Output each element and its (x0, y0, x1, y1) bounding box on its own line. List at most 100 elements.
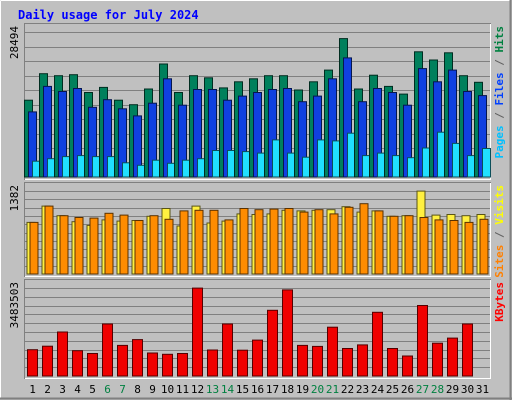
x-tick-label-14: 14 (221, 383, 235, 396)
bar-kbytes-day-24 (372, 311, 383, 377)
x-tick-label-21: 21 (326, 383, 339, 396)
x-tick-label-10: 10 (161, 383, 174, 396)
bar-sites-day-12 (194, 209, 204, 275)
x-tick-label-29: 29 (446, 383, 459, 396)
x-tick-label-9: 9 (149, 383, 156, 396)
x-tick-label-2: 2 (44, 383, 51, 396)
x-tick-label-11: 11 (176, 383, 189, 396)
bar-sites-day-6 (104, 212, 114, 275)
bar-kbytes-day-26 (402, 355, 413, 377)
legend-kbytes: KBytes (493, 282, 506, 322)
x-tick-label-1: 1 (29, 383, 36, 396)
legend-hits-files-pages: Pages / Files / Hits (493, 26, 506, 159)
bar-sites-day-10 (164, 218, 174, 275)
bar-kbytes-day-19 (297, 344, 308, 377)
bar-sites-day-30 (464, 221, 474, 275)
bar-kbytes-day-1 (27, 349, 38, 377)
bar-kbytes-day-2 (42, 345, 53, 377)
x-tick-label-30: 30 (461, 383, 474, 396)
x-tick-label-20: 20 (311, 383, 324, 396)
bar-kbytes-day-29 (447, 337, 458, 377)
x-tick-label-24: 24 (371, 383, 385, 396)
bar-kbytes-day-10 (162, 353, 173, 377)
bar-sites-day-21 (329, 213, 339, 275)
x-tick-label-22: 22 (341, 383, 354, 396)
bar-sites-day-15 (239, 208, 249, 275)
bar-sites-day-1 (29, 221, 39, 275)
x-tick-label-26: 26 (401, 383, 414, 396)
bar-kbytes-day-30 (462, 323, 473, 377)
bar-sites-day-26 (404, 215, 414, 275)
legend-separator: / (493, 53, 506, 73)
bar-kbytes-day-4 (72, 350, 83, 377)
bar-kbytes-day-23 (357, 344, 368, 377)
legend-entry-files: Files (493, 72, 506, 105)
panel-hits-files-pages: 28494 Pages / Files / Hits (8, 23, 506, 180)
bar-sites-day-25 (389, 215, 399, 275)
bar-sites-day-7 (119, 214, 129, 275)
bar-sites-day-24 (374, 210, 384, 275)
x-tick-label-18: 18 (281, 383, 294, 396)
bar-sites-day-16 (254, 209, 264, 275)
x-tick-label-12: 12 (191, 383, 204, 396)
bar-kbytes-day-12 (192, 287, 203, 377)
bar-sites-day-27 (419, 217, 429, 275)
legend-entry-sites: Sites (493, 245, 506, 278)
legend-entry-pages: Pages (493, 125, 506, 158)
x-tick-label-4: 4 (74, 383, 81, 396)
bar-kbytes-day-20 (312, 345, 323, 377)
chart-panels: 28494 Pages / Files / Hits 1382 Sites / Vis… (8, 23, 506, 379)
bar-sites-day-3 (59, 215, 69, 275)
bar-kbytes-day-18 (282, 289, 293, 377)
bar-sites-day-4 (74, 217, 84, 275)
legend-visits-sites: Sites / Visits (493, 185, 506, 278)
bar-sites-day-29 (449, 220, 459, 275)
bar-kbytes-day-8 (132, 339, 143, 377)
legend-separator: / (493, 225, 506, 245)
bar-kbytes-day-22 (342, 348, 353, 377)
bar-sites-day-22 (344, 206, 354, 275)
x-tick-label-31: 31 (476, 383, 489, 396)
bar-kbytes-day-28 (432, 342, 443, 377)
legend-separator: / (493, 106, 506, 126)
x-axis-labels: 1 2 3 4 5 6 7 8 9 10 11 12 13 14 15 16 17 18 19 20 21 22 23 24 2… (29, 383, 489, 396)
bar-kbytes-day-6 (102, 323, 113, 377)
bar-kbytes-day-7 (117, 344, 128, 377)
bar-kbytes-day-11 (177, 353, 188, 377)
bar-sites-day-23 (359, 203, 369, 275)
bar-kbytes-day-13 (207, 349, 218, 377)
x-tick-label-7: 7 (119, 383, 126, 396)
x-tick-label-25: 25 (386, 383, 399, 396)
legend-entry-visits: Visits (493, 185, 506, 225)
bar-kbytes-day-3 (57, 331, 68, 377)
x-tick-label-23: 23 (356, 383, 369, 396)
bar-sites-day-31 (479, 218, 489, 275)
x-tick-label-27: 27 (416, 383, 429, 396)
bar-kbytes-day-9 (147, 352, 158, 377)
bar-sites-day-19 (299, 211, 309, 275)
bar-sites-day-13 (209, 209, 219, 275)
bar-sites-day-14 (224, 219, 234, 275)
x-tick-label-8: 8 (134, 383, 141, 396)
x-tick-label-16: 16 (251, 383, 264, 396)
bar-files-day-10 (163, 78, 172, 178)
y-max-label: 3483503 (8, 282, 21, 328)
x-tick-label-5: 5 (89, 383, 96, 396)
panel-visits-sites: 1382 Sites / Visits (8, 182, 506, 278)
bar-kbytes-day-5 (87, 353, 98, 377)
x-tick-label-17: 17 (266, 383, 279, 396)
chart-title: Daily usage for July 2024 (18, 8, 199, 22)
x-tick-label-6: 6 (104, 383, 111, 396)
bar-kbytes-day-17 (267, 309, 278, 377)
bar-sites-day-17 (269, 208, 279, 275)
x-tick-label-13: 13 (206, 383, 219, 396)
bar-sites-day-11 (179, 210, 189, 275)
x-tick-label-15: 15 (236, 383, 249, 396)
x-tick-label-3: 3 (59, 383, 66, 396)
bar-kbytes-day-14 (222, 323, 233, 377)
bar-pages-day-31 (482, 148, 491, 178)
bar-kbytes-day-16 (252, 339, 263, 377)
legend-entry-kbytes: KBytes (493, 282, 506, 322)
bar-sites-day-9 (149, 215, 159, 275)
